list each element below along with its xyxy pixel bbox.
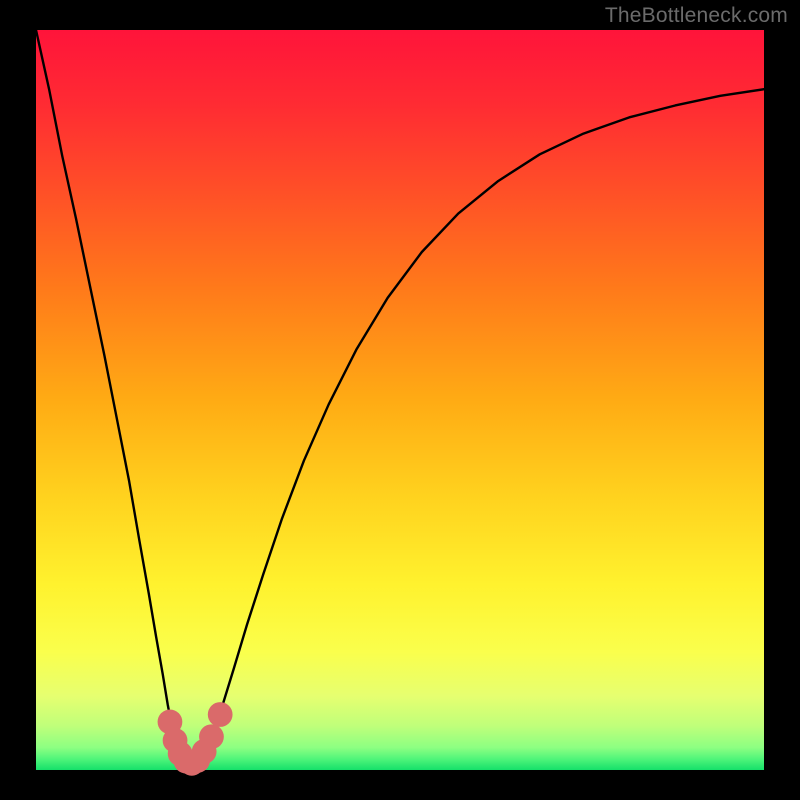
watermark-text: TheBottleneck.com: [605, 4, 788, 28]
plot-area: [36, 30, 764, 770]
bottleneck-chart-svg: [0, 0, 800, 800]
optimal-marker: [208, 702, 233, 727]
optimal-marker: [199, 724, 224, 749]
chart-root: TheBottleneck.com: [0, 0, 800, 800]
